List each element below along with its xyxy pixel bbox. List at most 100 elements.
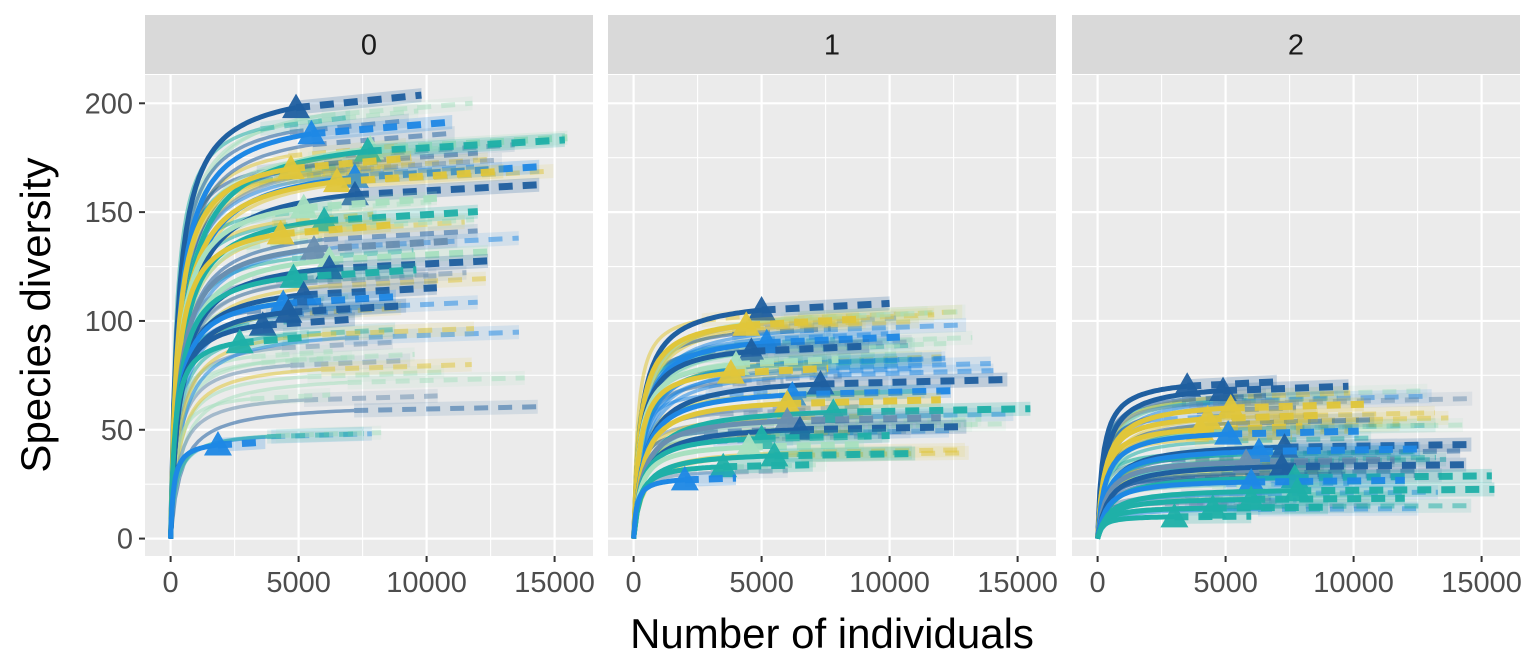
rarefaction-curve — [168, 274, 294, 539]
extrapolation-line — [751, 342, 870, 355]
extrapolation-line — [1294, 472, 1492, 482]
rarefaction-curve — [1095, 488, 1298, 540]
extrapolation-line — [239, 333, 310, 347]
extrapolation-line — [290, 154, 412, 173]
rarefaction-curve — [1095, 449, 1260, 539]
x-tick-label: 0 — [1090, 567, 1106, 599]
facet-strip-label: 2 — [1288, 30, 1304, 62]
extrapolation-line-background — [1264, 393, 1432, 403]
extrapolation-line-background — [748, 403, 864, 413]
extrapolation-line — [761, 299, 890, 314]
extrapolation-line — [1187, 378, 1277, 390]
rarefaction-curve — [631, 348, 752, 539]
extrapolation-line — [354, 181, 540, 199]
sample-point-marker — [747, 296, 776, 321]
extrapolation-line-background — [1223, 390, 1351, 400]
rarefaction-curve — [1095, 514, 1175, 540]
extrapolation-line — [746, 315, 860, 329]
rarefaction-curve — [631, 401, 788, 539]
sample-point-marker — [1244, 437, 1273, 463]
sample-point-marker — [773, 407, 802, 432]
rarefaction-curve — [168, 166, 292, 539]
extrapolation-line-background — [289, 117, 410, 135]
sample-point-marker — [716, 359, 745, 384]
extrapolation-band — [354, 177, 540, 202]
extrapolation-line — [787, 414, 941, 425]
extrapolation-line — [1222, 382, 1349, 395]
extrapolation-line-background — [344, 329, 520, 341]
extrapolation-band — [260, 110, 351, 137]
x-tick-label: 0 — [626, 567, 642, 599]
rarefaction-curve — [1095, 383, 1188, 539]
rarefaction-curve-background — [168, 336, 345, 539]
sample-point-marker — [203, 431, 232, 456]
sample-point-marker — [709, 452, 738, 478]
sample-point-marker — [323, 167, 351, 193]
extrapolation-line — [1246, 456, 1395, 466]
extrapolation-band — [312, 126, 455, 152]
facet-panel-1: 1 0 5000 10000 15000 — [608, 15, 1058, 599]
extrapolation-line-background — [250, 392, 331, 402]
extrapolation-line — [820, 376, 1008, 388]
sample-point-marker — [299, 235, 328, 260]
extrapolation-band — [1284, 498, 1472, 514]
rarefaction-curve — [631, 307, 762, 539]
rarefaction-curve-background — [168, 397, 251, 539]
rarefaction-curve-background — [168, 355, 252, 539]
extrapolation-line-background — [764, 315, 897, 327]
sample-point-marker — [1214, 420, 1243, 445]
extrapolation-line — [323, 208, 479, 225]
extrapolation-band — [344, 325, 519, 346]
extrapolation-line-background — [1221, 462, 1346, 470]
rarefaction-curve — [168, 205, 305, 539]
extrapolation-line — [1199, 423, 1303, 434]
extrapolation-line-background — [246, 302, 324, 315]
extrapolation-line — [1297, 485, 1495, 495]
extrapolation-line — [833, 405, 1031, 416]
rarefaction-curve-background — [168, 398, 305, 539]
extrapolation-line-background — [1280, 422, 1464, 431]
facet-panel-0: 0 0 5000 10000 15000 — [145, 15, 595, 599]
extrapolation-line-background — [760, 331, 889, 343]
extrapolation-line — [799, 423, 967, 434]
sample-point-marker — [266, 219, 295, 245]
extrapolation-band — [354, 159, 540, 185]
rarefaction-curve-background — [631, 373, 814, 539]
extrapolation-line — [1251, 494, 1405, 503]
extrapolation-line — [280, 221, 392, 238]
sample-point-marker — [282, 93, 311, 119]
extrapolation-line-background — [318, 270, 467, 283]
rarefaction-curve — [1095, 464, 1282, 540]
x-axis-title: Number of individuals — [630, 610, 1034, 657]
rarefaction-curve — [631, 464, 724, 539]
extrapolation-line-background — [261, 355, 353, 366]
extrapolation-band — [1235, 412, 1375, 431]
extrapolation-line-background — [789, 341, 947, 352]
y-tick-label: 0 — [117, 524, 133, 556]
series-group — [168, 88, 568, 539]
sample-point-marker — [1160, 502, 1189, 528]
extrapolation-line-background — [321, 100, 473, 119]
extrapolation-line — [329, 257, 489, 273]
extrapolation-line-background — [1257, 506, 1419, 512]
extrapolation-line-background — [323, 228, 478, 243]
facet-strip — [1072, 15, 1520, 74]
sample-point-marker — [1237, 485, 1266, 510]
extrapolation-band — [354, 399, 538, 418]
sample-point-marker — [1237, 468, 1266, 493]
extrapolation-line-background — [1266, 422, 1436, 431]
extrapolation-line — [1284, 441, 1472, 451]
extrapolation-line-background — [281, 339, 393, 351]
extrapolation-line — [1174, 512, 1252, 521]
sample-point-marker — [670, 465, 699, 491]
sample-point-marker — [773, 389, 802, 415]
x-tick-label: 5000 — [729, 567, 794, 599]
extrapolation-line-background — [336, 157, 503, 174]
sample-point-marker — [737, 337, 766, 362]
facet-strip — [608, 15, 1056, 74]
sample-point-marker — [760, 441, 789, 467]
sample-point-marker — [225, 328, 254, 354]
x-tick-label: 10000 — [386, 567, 467, 599]
extrapolation-band — [300, 194, 432, 219]
